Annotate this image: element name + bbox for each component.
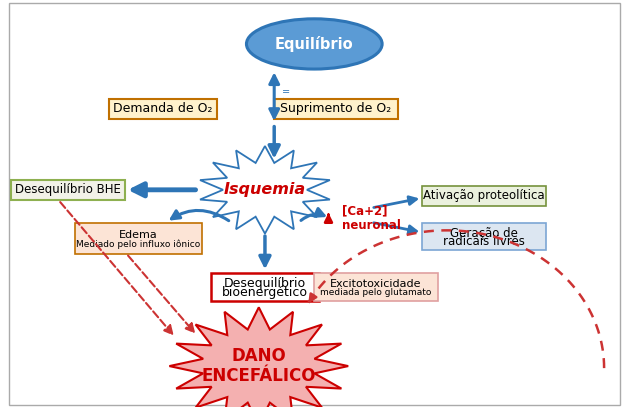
FancyBboxPatch shape: [314, 273, 437, 301]
Text: Edema: Edema: [119, 230, 158, 240]
Text: Suprimento de O₂: Suprimento de O₂: [280, 102, 391, 115]
Text: Isquemia: Isquemia: [224, 182, 306, 197]
FancyBboxPatch shape: [109, 99, 217, 119]
Text: mediada pelo glutamato: mediada pelo glutamato: [320, 288, 432, 297]
FancyBboxPatch shape: [211, 273, 319, 301]
Text: Excitotoxicidade: Excitotoxicidade: [330, 279, 422, 289]
FancyBboxPatch shape: [274, 99, 397, 119]
FancyBboxPatch shape: [76, 223, 202, 254]
Text: Desequilíbrio: Desequilíbrio: [224, 277, 306, 290]
FancyBboxPatch shape: [422, 186, 545, 206]
Text: Mediado pelo influxo iônico: Mediado pelo influxo iônico: [76, 240, 201, 249]
Text: DANO
ENCEFÁLICO: DANO ENCEFÁLICO: [202, 347, 316, 386]
Text: Ativação proteolítica: Ativação proteolítica: [423, 189, 545, 202]
FancyBboxPatch shape: [11, 180, 125, 200]
Text: =: =: [281, 88, 290, 98]
Polygon shape: [200, 146, 330, 234]
Text: Geração de: Geração de: [450, 227, 518, 240]
Ellipse shape: [246, 19, 382, 69]
Text: >: >: [281, 95, 290, 106]
Text: Demanda de O₂: Demanda de O₂: [114, 102, 213, 115]
Text: [Ca+2]
neuronal: [Ca+2] neuronal: [342, 204, 401, 232]
Text: Desequilíbrio BHE: Desequilíbrio BHE: [15, 183, 120, 196]
FancyBboxPatch shape: [9, 3, 620, 405]
Polygon shape: [169, 307, 348, 408]
FancyBboxPatch shape: [422, 223, 545, 250]
Text: radicais livres: radicais livres: [443, 235, 525, 248]
Text: Equilíbrio: Equilíbrio: [275, 36, 354, 52]
Text: bioenergético: bioenergético: [222, 286, 308, 299]
